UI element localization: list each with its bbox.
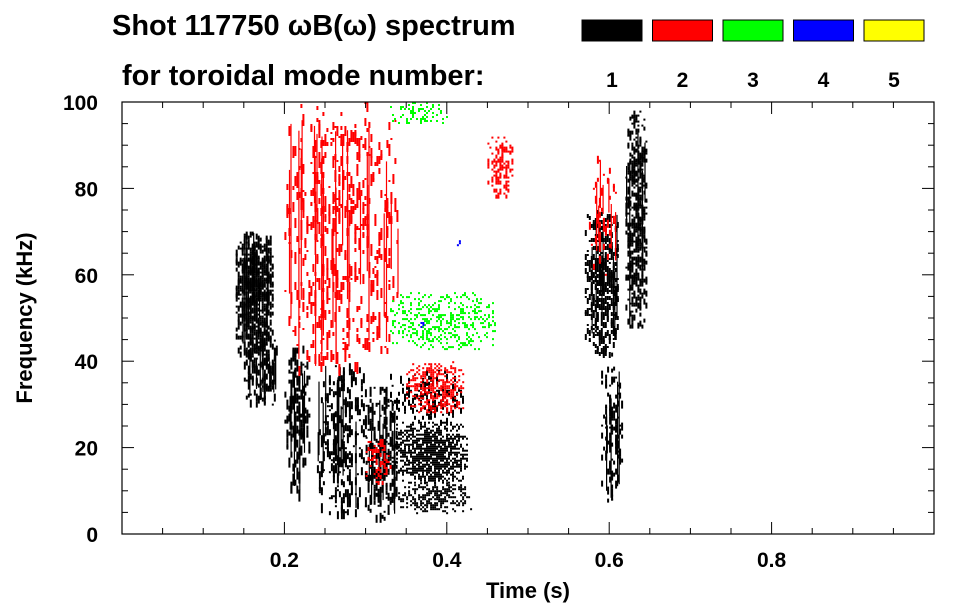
legend-label-mode-2: 2 xyxy=(677,69,689,92)
y-tick-label-2: 40 xyxy=(75,351,98,374)
legend-label-mode-5: 5 xyxy=(888,69,900,92)
mode-1-region-4 xyxy=(365,384,400,523)
spectrum-data xyxy=(235,102,648,523)
mode-1-region-6 xyxy=(398,482,473,515)
mode-1-region-9 xyxy=(601,352,624,503)
mode-2-region-15 xyxy=(588,155,617,276)
mode-1-region-1 xyxy=(243,339,278,408)
legend-label-mode-4: 4 xyxy=(818,69,830,92)
legend-swatch-mode-3 xyxy=(722,19,784,42)
x-tick-label-2: 0.6 xyxy=(595,549,624,572)
y-tick-label-4: 80 xyxy=(75,178,98,201)
legend-swatch-mode-5 xyxy=(863,19,925,42)
y-tick-label-5: 100 xyxy=(63,92,98,115)
mode-4-region-18 xyxy=(420,322,425,328)
mode-2-region-14 xyxy=(365,439,392,485)
y-axis-label: Frequency (kHz) xyxy=(12,232,37,403)
x-tick-label-3: 0.8 xyxy=(757,549,787,572)
chart-title-line2: for toroidal mode number: xyxy=(122,60,485,92)
x-axis-label: Time (s) xyxy=(486,578,570,603)
mode-1-region-0 xyxy=(235,231,274,358)
y-tick-label-3: 60 xyxy=(75,265,98,288)
y-tick-label-0: 0 xyxy=(86,524,98,547)
legend-label-mode-1: 1 xyxy=(606,69,618,92)
legend-swatch-mode-2 xyxy=(652,19,713,42)
mode-1-region-8 xyxy=(584,210,619,358)
mode-1-region-5 xyxy=(394,421,468,484)
x-tick-label-0: 0.2 xyxy=(270,549,299,572)
mode-3-region-16 xyxy=(390,292,496,351)
y-tick-label-1: 20 xyxy=(75,438,98,461)
axis-tick-labels: 0.2 0.4 0.6 0.8 0 20 40 60 80 100 xyxy=(63,92,787,572)
mode-4-region-19 xyxy=(456,240,461,247)
legend-swatch-mode-1 xyxy=(581,19,643,42)
mode-1-region-2 xyxy=(284,345,311,502)
mode-2-region-11 xyxy=(406,361,465,414)
mode-3-region-17 xyxy=(390,102,448,124)
mode-1-region-3 xyxy=(316,363,367,520)
mode-2-region-12 xyxy=(284,102,399,376)
mode-2-region-13 xyxy=(487,136,514,199)
legend-label-mode-3: 3 xyxy=(747,69,759,92)
legend-swatch-mode-4 xyxy=(793,19,854,42)
x-tick-label-1: 0.4 xyxy=(432,549,462,572)
legend: 1 2 3 4 5 xyxy=(581,19,925,92)
chart-title-line1: Shot 117750 ωB(ω) spectrum xyxy=(112,10,516,42)
mode-1-region-10 xyxy=(625,110,648,329)
axis-ticks xyxy=(122,102,934,534)
